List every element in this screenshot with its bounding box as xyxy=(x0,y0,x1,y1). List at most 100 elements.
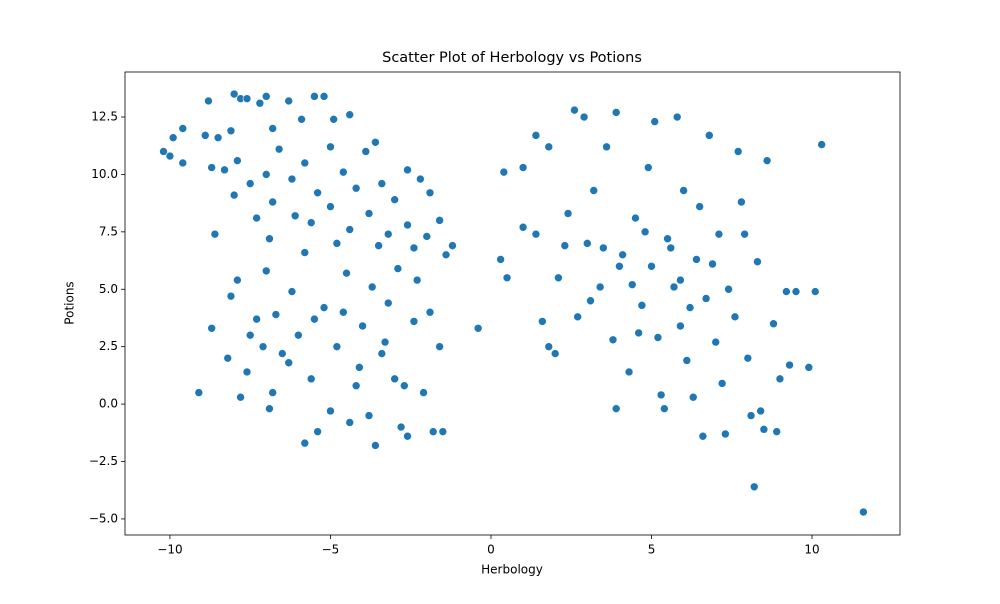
point xyxy=(339,307,348,317)
point xyxy=(756,406,765,416)
point xyxy=(229,190,239,200)
point xyxy=(692,255,701,264)
x-tick-label: 5 xyxy=(648,543,656,557)
point xyxy=(653,333,663,342)
point xyxy=(284,358,294,368)
point xyxy=(245,330,255,340)
point xyxy=(300,438,310,448)
point xyxy=(265,234,274,244)
point xyxy=(306,374,316,384)
point xyxy=(859,507,868,517)
point xyxy=(374,241,383,250)
point xyxy=(409,317,419,326)
point xyxy=(278,349,287,358)
point xyxy=(730,312,740,322)
point xyxy=(688,392,698,402)
point xyxy=(287,287,297,296)
point xyxy=(310,314,319,324)
point xyxy=(518,222,528,232)
point xyxy=(345,110,355,120)
point xyxy=(669,282,679,292)
point xyxy=(329,115,338,124)
point xyxy=(294,330,303,340)
point xyxy=(740,229,749,239)
point xyxy=(422,232,432,241)
y-tick-label: 10.0 xyxy=(91,167,118,181)
point xyxy=(502,273,512,283)
point xyxy=(380,337,390,347)
point xyxy=(342,268,351,278)
point xyxy=(660,404,669,413)
point xyxy=(345,225,355,234)
point xyxy=(403,220,412,230)
point xyxy=(640,227,650,237)
point xyxy=(194,388,204,397)
x-tick-label: −10 xyxy=(157,543,182,557)
point xyxy=(554,273,563,283)
point xyxy=(297,115,306,124)
point xyxy=(611,404,621,413)
point xyxy=(419,388,428,397)
point xyxy=(624,367,634,377)
point xyxy=(204,96,213,106)
y-tick-label: 5.0 xyxy=(99,282,118,296)
point xyxy=(615,261,624,271)
point xyxy=(274,144,284,154)
point xyxy=(560,241,570,250)
point xyxy=(544,142,554,152)
point xyxy=(586,296,595,306)
point xyxy=(371,137,380,147)
point xyxy=(701,294,711,303)
point xyxy=(682,356,692,365)
point xyxy=(550,349,560,358)
point xyxy=(724,284,733,294)
y-tick-label: −5.0 xyxy=(89,511,118,525)
point xyxy=(782,287,791,296)
point xyxy=(435,342,444,351)
point xyxy=(611,108,621,117)
point xyxy=(345,418,355,427)
point xyxy=(351,381,361,391)
point xyxy=(313,188,322,198)
x-tick-label: 10 xyxy=(804,543,819,557)
point xyxy=(666,243,676,253)
point xyxy=(627,280,637,289)
point xyxy=(268,124,277,133)
point xyxy=(473,324,483,333)
point xyxy=(762,156,772,165)
point xyxy=(804,363,814,372)
point xyxy=(383,229,393,239)
point xyxy=(403,165,412,175)
point xyxy=(679,186,688,195)
point xyxy=(300,158,310,168)
point xyxy=(695,202,704,211)
point xyxy=(271,310,281,319)
point xyxy=(261,92,271,101)
point xyxy=(599,243,608,253)
point xyxy=(178,158,188,168)
point xyxy=(255,98,265,108)
point xyxy=(306,218,316,227)
point xyxy=(769,319,778,329)
point xyxy=(637,301,647,310)
point xyxy=(326,142,335,152)
point xyxy=(287,174,297,184)
point xyxy=(210,229,220,239)
point xyxy=(300,248,310,257)
point xyxy=(583,239,592,248)
point xyxy=(284,96,294,106)
point xyxy=(236,392,245,402)
point xyxy=(326,406,335,416)
point xyxy=(714,229,724,239)
point xyxy=(358,321,367,331)
point xyxy=(810,287,820,296)
point xyxy=(220,165,229,175)
point xyxy=(393,264,403,273)
point xyxy=(412,275,422,285)
point xyxy=(319,303,329,312)
point xyxy=(448,241,457,250)
point xyxy=(252,314,261,324)
point xyxy=(647,261,656,271)
point xyxy=(383,298,393,308)
point xyxy=(355,363,364,372)
